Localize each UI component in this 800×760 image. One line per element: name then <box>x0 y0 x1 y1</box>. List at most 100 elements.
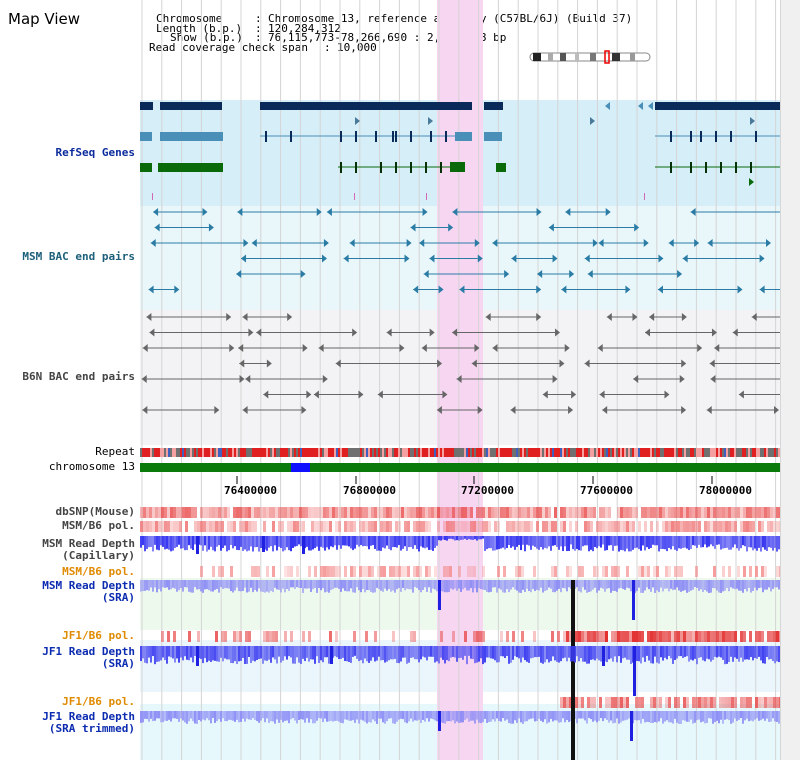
read-depth-bin <box>564 646 566 658</box>
repeat-element <box>232 448 234 457</box>
read-depth-bin <box>770 536 772 548</box>
track-label-msm-read-depth-sra[interactable]: MSM Read Depth <box>42 579 135 592</box>
read-depth-bin <box>274 646 276 660</box>
read-depth-spike <box>302 536 305 554</box>
polymorphism-bin <box>659 507 662 518</box>
repeat-element <box>776 448 778 457</box>
read-depth-bin <box>442 536 444 540</box>
read-depth-bin <box>542 580 544 593</box>
repeat-element <box>706 448 708 457</box>
read-depth-bin <box>338 711 340 722</box>
read-depth-bin <box>312 580 314 590</box>
read-depth-bin <box>482 580 484 590</box>
gene-exon <box>395 162 397 173</box>
polymorphism-bin <box>428 566 431 577</box>
read-depth-bin <box>480 580 482 590</box>
bac-end-marker <box>448 223 454 232</box>
bac-end-marker <box>645 328 651 337</box>
track-label-msm-b6-pol-1[interactable]: MSM/B6 pol. <box>62 519 135 532</box>
repeat-element <box>198 448 200 457</box>
track-label-msm-read-depth-capillary[interactable]: MSM Read Depth <box>42 537 135 550</box>
read-depth-bin <box>774 536 776 548</box>
read-depth-bin <box>320 646 322 661</box>
vertical-scrollbar[interactable] <box>780 0 800 760</box>
read-depth-bin <box>286 580 288 589</box>
read-depth-bin <box>324 646 326 658</box>
read-depth-bin <box>556 580 558 591</box>
read-depth-bin <box>778 711 780 724</box>
read-depth-bin <box>216 580 218 589</box>
read-depth-bin <box>174 646 176 663</box>
read-depth-bin <box>488 711 490 722</box>
repeat-element <box>730 448 732 457</box>
polymorphism-bin <box>698 631 701 642</box>
read-depth-bin <box>400 711 402 719</box>
track-label-msm-b6-pol-2[interactable]: MSM/B6 pol. <box>62 565 135 578</box>
read-depth-bin <box>750 580 752 593</box>
polymorphism-bin <box>683 631 686 642</box>
read-depth-bin <box>652 580 654 588</box>
polymorphism-bin <box>575 631 578 642</box>
read-depth-bin <box>158 711 160 719</box>
read-depth-bin <box>524 711 526 722</box>
bac-end-marker <box>413 285 419 294</box>
bac-end-marker <box>335 359 341 368</box>
read-depth-bin <box>338 536 340 546</box>
read-depth-bin <box>376 646 378 661</box>
polymorphism-bin <box>632 631 635 642</box>
track-label-msm-bac[interactable]: MSM BAC end pairs <box>22 250 135 263</box>
track-label-jf1-b6-pol-1[interactable]: JF1/B6 pol. <box>62 629 135 642</box>
track-label-jf1-read-depth-sra[interactable]: JF1 Read Depth <box>42 645 135 658</box>
read-depth-bin <box>424 536 426 549</box>
polymorphism-bin <box>347 521 350 532</box>
read-depth-bin <box>654 536 656 546</box>
track-label-jf1-b6-pol-2[interactable]: JF1/B6 pol. <box>62 695 135 708</box>
track-label-b6n-bac[interactable]: B6N BAC end pairs <box>22 370 135 383</box>
polymorphism-bin <box>362 566 365 577</box>
polymorphism-bin <box>671 521 674 532</box>
repeat-element <box>498 448 500 457</box>
polymorphism-bin <box>167 631 170 642</box>
track-label-dbsnp[interactable]: dbSNP(Mouse) <box>55 505 135 518</box>
read-depth-bin <box>624 536 626 552</box>
polymorphism-bin <box>746 697 749 708</box>
read-depth-spike <box>571 580 575 760</box>
chromosome-label: Chromosome <box>156 12 223 25</box>
read-depth-bin <box>370 711 372 723</box>
repeat-element <box>708 448 710 457</box>
read-depth-bin <box>174 711 176 719</box>
read-depth-bin <box>462 580 464 590</box>
polymorphism-bin <box>665 631 668 642</box>
read-depth-bin <box>206 711 208 719</box>
polymorphism-bin <box>497 507 500 518</box>
bac-end-marker <box>633 375 639 383</box>
read-depth-bin <box>528 646 530 663</box>
read-depth-bin <box>248 580 250 592</box>
polymorphism-bin <box>767 521 770 532</box>
gene-exon <box>380 162 382 173</box>
polymorphism-bin <box>266 507 269 518</box>
read-depth-bin <box>488 646 490 658</box>
read-depth-bin <box>296 646 298 658</box>
polymorphism-bin <box>704 631 707 642</box>
track-label-jf1-read-depth-trimmed[interactable]: JF1 Read Depth <box>42 710 135 723</box>
track-label-repeat[interactable]: Repeat <box>95 445 135 458</box>
bac-end-marker <box>606 313 612 321</box>
polymorphism-bin <box>311 521 314 532</box>
read-depth-bin <box>468 536 470 540</box>
polymorphism-bin <box>353 566 356 577</box>
track-label-chromosome[interactable]: chromosome 13 <box>48 460 135 473</box>
polymorphism-bin <box>725 521 728 532</box>
read-depth-bin <box>430 646 432 657</box>
polymorphism-bin <box>479 521 482 532</box>
repeat-element <box>520 448 522 457</box>
polymorphism-bin <box>662 631 665 642</box>
read-depth-bin <box>502 580 504 593</box>
repeat-element <box>562 448 564 457</box>
polymorphism-bin <box>665 521 668 532</box>
read-depth-bin <box>744 580 746 590</box>
read-depth-bin <box>346 646 348 662</box>
polymorphism-bin <box>668 631 671 642</box>
track-label-refseq[interactable]: RefSeq Genes <box>55 146 135 159</box>
